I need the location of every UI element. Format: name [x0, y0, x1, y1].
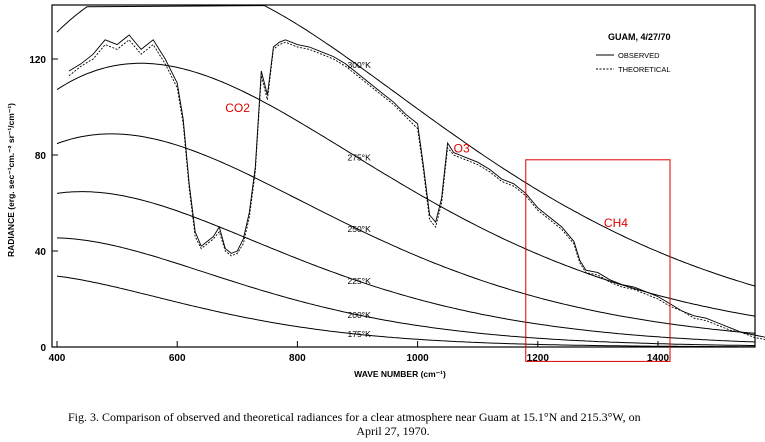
legend-label-observed: OBSERVED	[618, 51, 660, 60]
planck-label-300: 300°K	[348, 60, 372, 70]
annotation-co2: CO2	[225, 101, 250, 115]
y-tick-label-120: 120	[29, 55, 46, 66]
legend: GUAM, 4/27/70 OBSERVED THEORETICAL	[596, 32, 671, 74]
planck-label-200: 200°K	[348, 310, 372, 320]
legend-title: GUAM, 4/27/70	[608, 32, 671, 42]
legend-label-theoretical: THEORETICAL	[618, 65, 671, 74]
axis-ticks	[52, 58, 659, 348]
figure-caption: Fig. 3. Comparison of observed and theor…	[68, 410, 758, 438]
x-tick-label-1400: 1400	[647, 353, 670, 364]
y-tick-label-0: 0	[40, 343, 46, 354]
plot-frame	[51, 4, 756, 348]
planck-label-275: 275°K	[348, 152, 372, 162]
series-observed	[68, 34, 765, 338]
x-tick-label-1000: 1000	[406, 353, 429, 364]
x-tick-labels: 400 600 800 1000 1200 1400	[49, 353, 670, 364]
y-tick-labels: 0 40 80 120	[29, 55, 46, 354]
annotation-ch4: CH4	[604, 216, 628, 230]
x-tick-label-1200: 1200	[527, 353, 550, 364]
planck-curve-250	[56, 133, 756, 336]
planck-curve-300	[56, 5, 756, 294]
annotation-o3: O3	[454, 142, 470, 156]
planck-labels: 300°K 275°K 250°K 225°K 200°K 175°K	[348, 60, 372, 339]
x-tick-label-600: 600	[169, 353, 186, 364]
planck-curve-225	[56, 191, 756, 343]
caption-line-1: Fig. 3. Comparison of observed and theor…	[68, 410, 641, 424]
x-tick-label-800: 800	[289, 353, 306, 364]
planck-label-225: 225°K	[348, 276, 372, 286]
series-theoretical	[68, 39, 765, 341]
y-tick-label-80: 80	[35, 151, 47, 162]
x-axis-label: WAVE NUMBER (cm⁻¹)	[354, 369, 446, 379]
caption-line-2: April 27, 1970.	[356, 424, 430, 438]
planck-curve-200	[56, 237, 756, 347]
y-axis-label: RADIANCE (erg. sec⁻¹cm.⁻² sr⁻¹/cm⁻¹)	[6, 103, 16, 257]
planck-label-250: 250°K	[348, 224, 372, 234]
x-tick-label-400: 400	[49, 353, 66, 364]
planck-curve-275	[56, 62, 756, 321]
planck-curve-175	[56, 275, 756, 348]
planck-curves	[56, 5, 756, 348]
series-lines	[68, 34, 765, 341]
ch4-highlight-box	[525, 159, 671, 362]
annotations: CO2 O3 CH4	[225, 101, 628, 230]
planck-label-175: 175°K	[348, 329, 372, 339]
y-tick-label-40: 40	[35, 247, 47, 258]
